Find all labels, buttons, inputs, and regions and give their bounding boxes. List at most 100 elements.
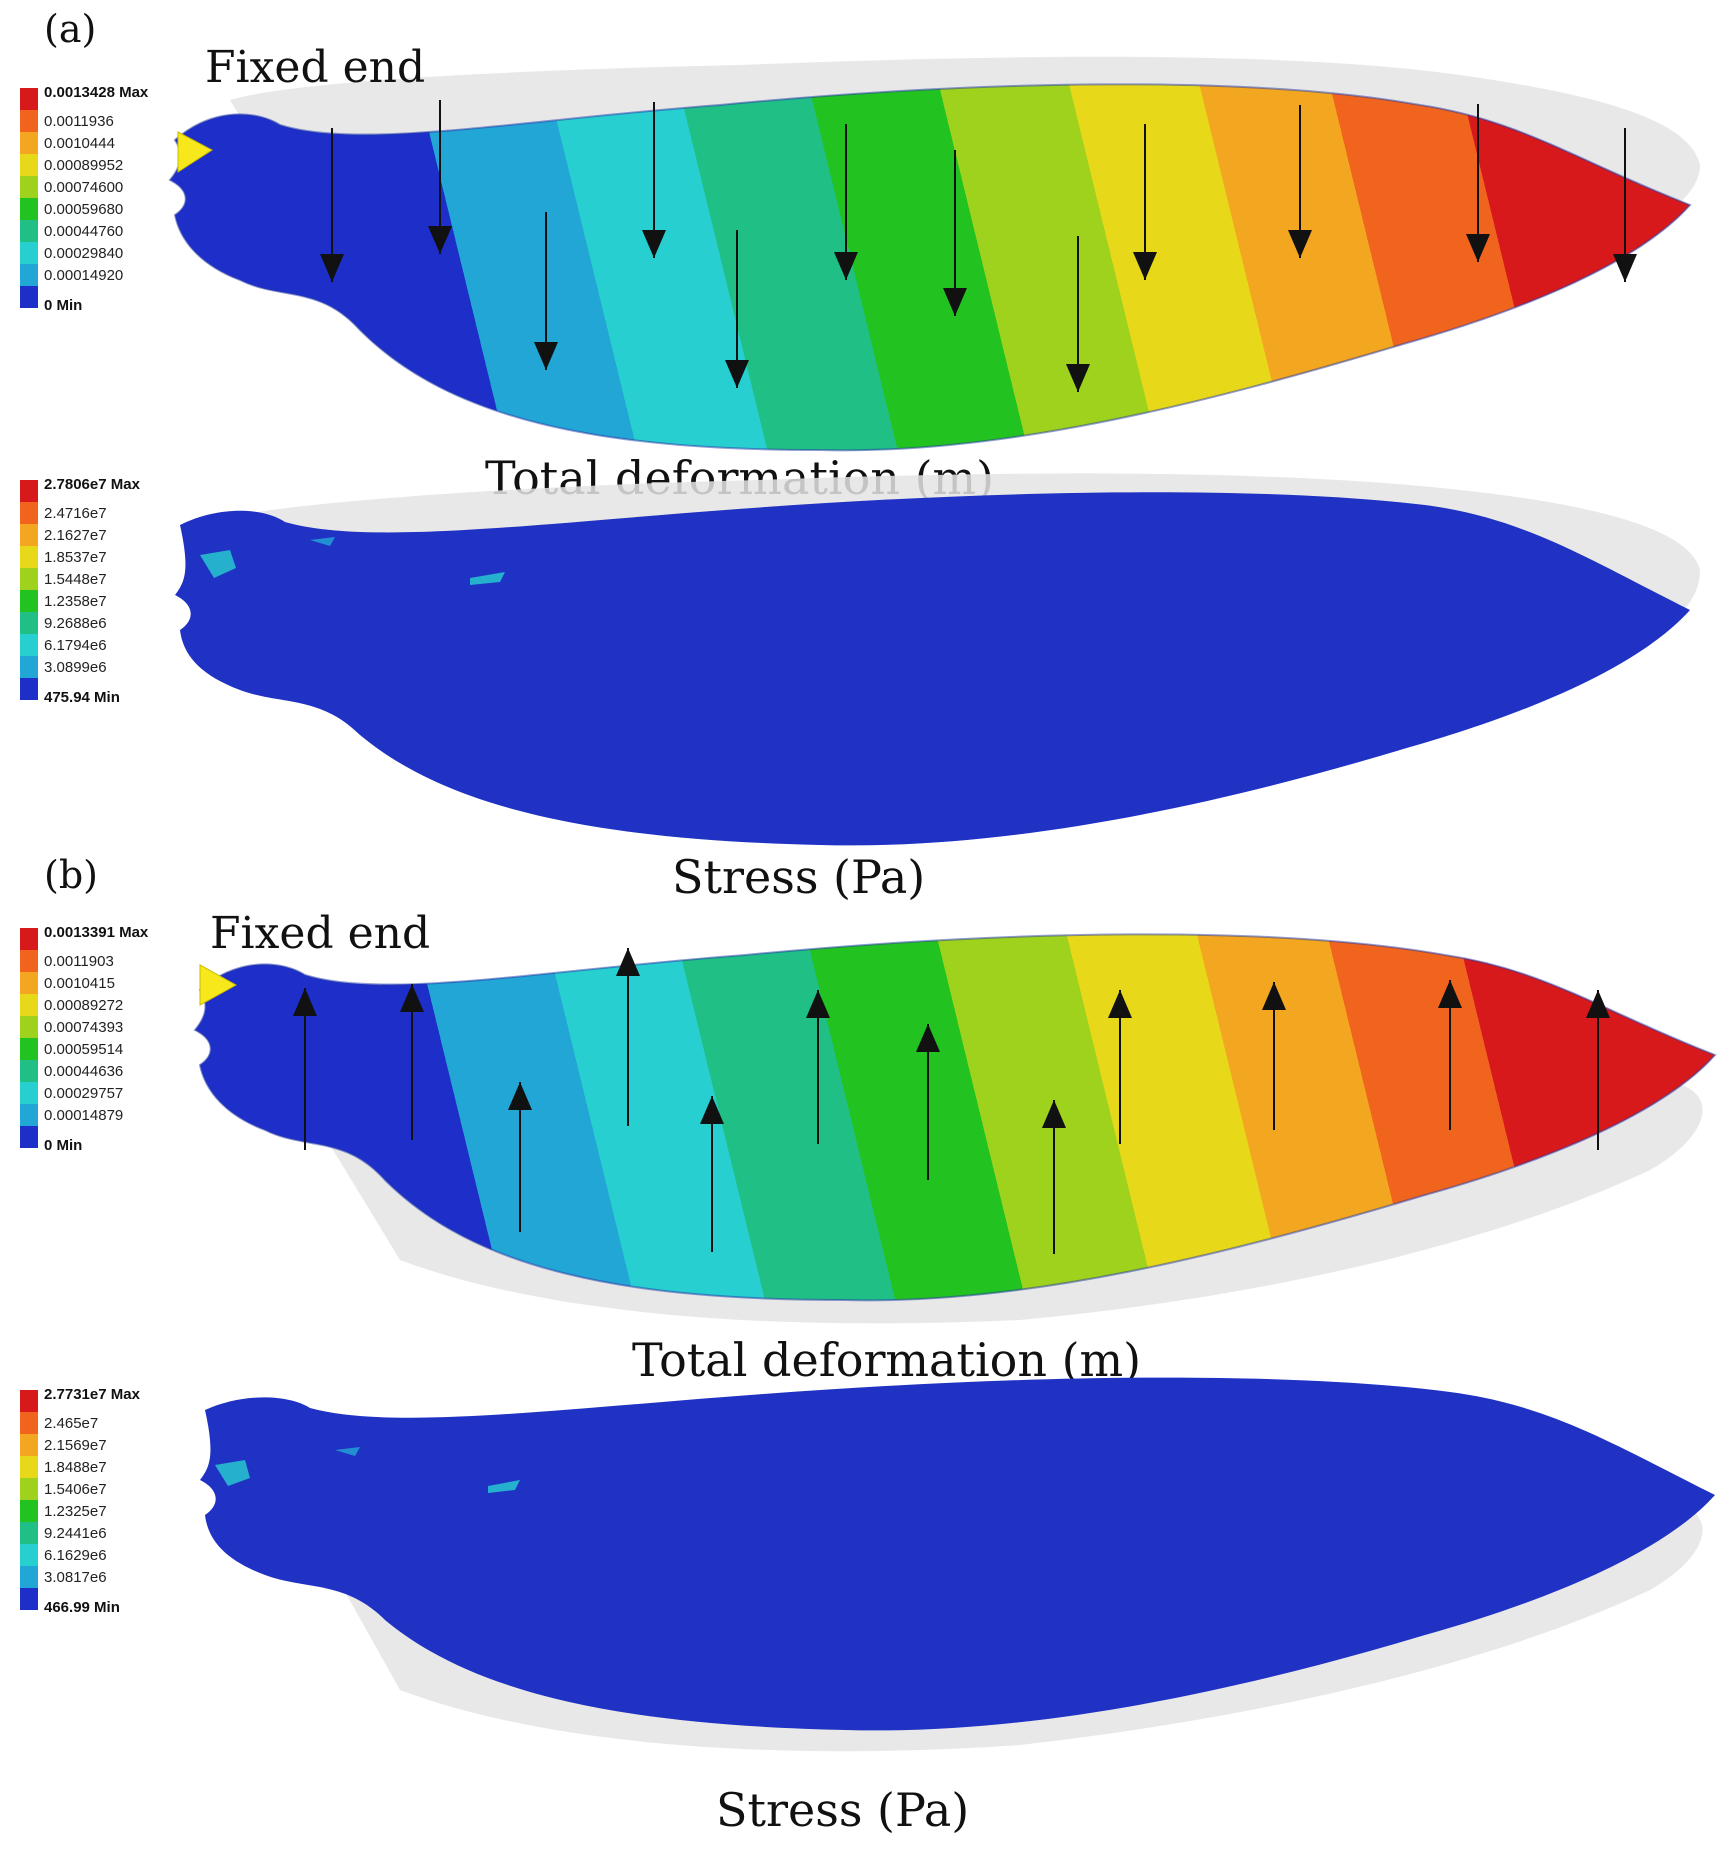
legend-swatch [20,1500,38,1522]
stress-caption: Stress (Pa) [716,1783,969,1837]
legend-label: 0.0011936 [44,113,114,130]
legend-label: 6.1629e6 [44,1547,107,1564]
legend-swatch [20,1588,38,1610]
legend-label: 466.99 Min [44,1599,120,1616]
legend-swatch [20,502,38,524]
legend-label: 0.00044760 [44,223,123,240]
fixed-end-label: Fixed end [205,42,425,93]
legend-label: 0.0010444 [44,135,115,152]
stress-hotspot [335,1447,360,1456]
stress-contour-wing [175,492,1690,846]
legend-swatch [20,1456,38,1478]
legend-swatch [20,1104,38,1126]
legend-swatch [20,678,38,700]
legend-swatch [20,286,38,308]
panel-a-deformation: (a) Fixed end 0.0013428 Max0.00119360.00… [20,7,1700,505]
load-arrowhead-icon [1613,254,1637,282]
legend-label: 0.0013391 Max [44,924,149,941]
legend-swatch [20,1478,38,1500]
legend-label: 0.00014879 [44,1107,123,1124]
load-arrowhead-icon [508,1082,532,1110]
legend-swatch [20,1390,38,1412]
legend-label: 3.0817e6 [44,1569,107,1586]
legend-swatch [20,1060,38,1082]
legend-label: 0.00059680 [44,201,123,218]
legend-label: 475.94 Min [44,689,120,706]
legend-label: 0.0013428 Max [44,84,149,101]
legend-swatch [20,1038,38,1060]
load-arrowhead-icon [320,254,344,282]
legend-swatch [20,1016,38,1038]
legend-swatch [20,928,38,950]
legend-label: 1.2325e7 [44,1503,107,1520]
deformation-legend: 0.0013428 Max 0.0011936 0.0010444 0.0008995… [20,84,149,314]
load-arrowhead-icon [1466,234,1490,262]
load-arrowhead-icon [806,990,830,1018]
stress-contour-wing [200,1377,1715,1731]
legend-swatch [20,198,38,220]
load-arrowhead-icon [1262,982,1286,1010]
stress-legend: 2.7731e7 Max 2.465e7 2.1569e7 1.8488e7 1.540… [20,1386,141,1616]
legend-label: 0.00089952 [44,157,123,174]
load-arrowhead-icon [642,230,666,258]
legend-label: 0.0010415 [44,975,115,992]
legend-swatch [20,220,38,242]
legend-label: 0.00029757 [44,1085,123,1102]
wing-edge [168,83,1692,452]
legend-swatch [20,88,38,110]
load-arrowhead-icon [1108,990,1132,1018]
load-arrowhead-icon [428,226,452,254]
load-arrowhead-icon [534,342,558,370]
legend-swatch [20,1082,38,1104]
load-arrowhead-icon [1066,364,1090,392]
legend-swatch [20,264,38,286]
legend-label: 9.2441e6 [44,1525,107,1542]
load-arrowhead-icon [943,288,967,316]
legend-swatch [20,524,38,546]
stress-legend: 2.7806e7 Max 2.4716e7 2.1627e7 1.8537e7 1.54… [20,476,141,706]
legend-label: 2.1627e7 [44,527,107,544]
stress-caption: Stress (Pa) [672,850,925,904]
legend-swatch [20,568,38,590]
legend-swatch [20,1544,38,1566]
load-arrows-down [320,100,1637,392]
panel-a-label: (a) [44,7,96,51]
load-arrows-up [293,948,1610,1254]
legend-swatch [20,1566,38,1588]
load-arrowhead-icon [1042,1100,1066,1128]
legend-swatch [20,950,38,972]
legend-label: 2.1569e7 [44,1437,107,1454]
legend-label: 0.0011903 [44,953,114,970]
legend-swatch [20,132,38,154]
legend-swatch [20,546,38,568]
legend-swatch [20,1522,38,1544]
deformation-contour-fill [195,934,1715,1301]
legend-label: 0.00059514 [44,1041,123,1058]
load-arrowhead-icon [293,988,317,1016]
legend-swatch [20,1412,38,1434]
legend-label: 1.8537e7 [44,549,107,566]
load-arrowhead-icon [834,252,858,280]
load-arrowhead-icon [1586,990,1610,1018]
legend-label: 0.00089272 [44,997,123,1014]
legend-label: 2.7806e7 Max [44,476,141,493]
legend-swatch [20,634,38,656]
legend-swatch [20,656,38,678]
panel-a-stress: 2.7806e7 Max 2.4716e7 2.1627e7 1.8537e7 1.54… [20,473,1700,904]
legend-label: 1.2358e7 [44,593,107,610]
legend-swatch [20,972,38,994]
load-arrowhead-icon [616,948,640,976]
legend-label: 3.0899e6 [44,659,107,676]
load-arrowhead-icon [400,984,424,1012]
legend-swatch [20,480,38,502]
load-arrowhead-icon [1288,230,1312,258]
legend-label: 1.5448e7 [44,571,107,588]
legend-swatch [20,1126,38,1148]
load-arrowhead-icon [1133,252,1157,280]
fixed-support-icon [177,131,213,173]
fixed-end-label: Fixed end [210,908,430,959]
stress-hotspot [488,1480,520,1493]
legend-label: 2.4716e7 [44,505,107,522]
load-arrowhead-icon [725,360,749,388]
